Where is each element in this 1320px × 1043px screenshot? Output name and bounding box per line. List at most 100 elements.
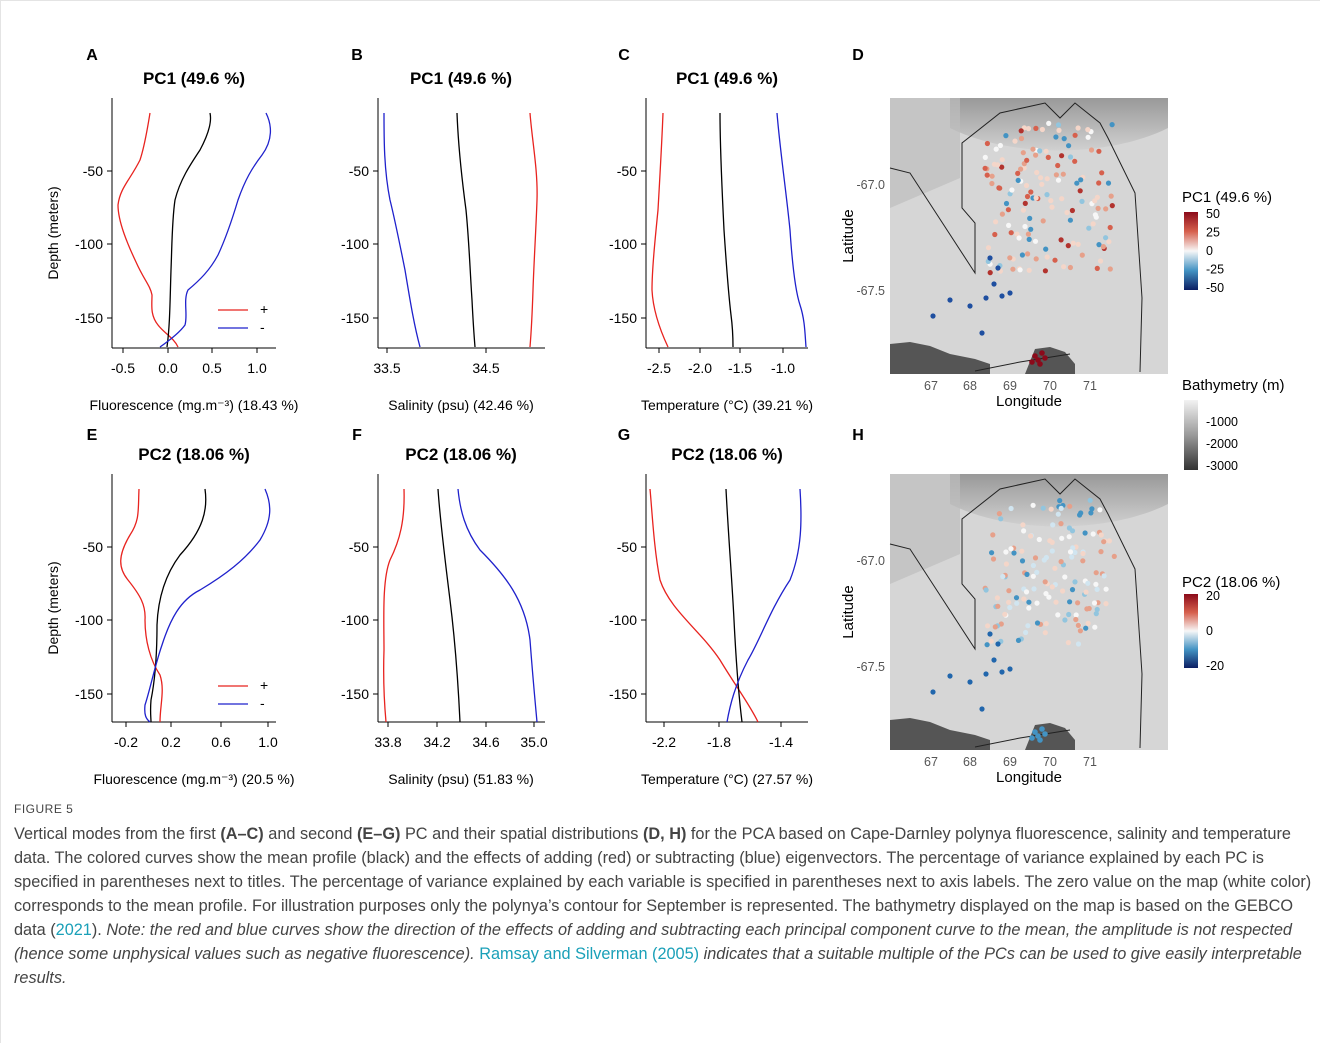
station-dot — [983, 671, 989, 677]
station-dot — [997, 142, 1004, 149]
station-dot — [1064, 209, 1070, 216]
y-tick-label: -150 — [75, 310, 103, 326]
panel-title: PC1 (49.6 %) — [143, 69, 245, 88]
panel-letter: F — [352, 427, 362, 444]
lon-tick-label: 70 — [1043, 379, 1057, 393]
station-dot — [1007, 255, 1013, 261]
station-dot — [1100, 244, 1106, 250]
station-dot — [1026, 267, 1032, 273]
caption-ref-link[interactable]: Ramsay and Silverman (2005) — [479, 945, 700, 963]
station-dot — [1087, 497, 1093, 503]
station-dot — [1111, 553, 1117, 560]
station-dot — [947, 297, 953, 303]
station-dot — [1096, 242, 1102, 248]
panel-letter: H — [852, 427, 864, 444]
station-dot — [985, 245, 992, 251]
top-border — [0, 0, 1320, 1]
lon-tick-label: 69 — [1003, 755, 1017, 769]
station-dot — [1018, 128, 1024, 134]
x-tick-label: -1.0 — [771, 360, 795, 376]
station-dot — [1036, 536, 1042, 543]
station-dot — [1046, 120, 1052, 126]
station-dot — [992, 231, 998, 238]
station-dot — [1048, 506, 1054, 512]
left-border — [0, 0, 1, 1043]
station-dot — [1034, 600, 1040, 606]
station-dot — [1023, 182, 1030, 189]
caption-part: ). — [91, 921, 107, 939]
map-y-label: Latitude — [840, 585, 857, 638]
caption-part: Vertical modes from the first — [14, 825, 221, 843]
map-panels: D -67.0 -67.5 67 68 69 70 71 Longitude Latitude PC… — [840, 47, 1285, 786]
bathymetry-tick-label: -2000 — [1206, 437, 1238, 451]
minus-curve — [144, 488, 271, 723]
station-dot — [1077, 628, 1083, 634]
station-dot — [1005, 207, 1012, 213]
panel-g: G PC2 (18.06 %) -50 -100 -150 -2.2 -1.8 -1.4 Tem… — [609, 427, 813, 787]
station-dot — [1057, 498, 1063, 504]
y-tick-label: -150 — [341, 686, 369, 702]
station-dot — [1069, 587, 1076, 593]
y-tick-label: -50 — [617, 163, 637, 179]
station-dot — [1025, 126, 1032, 132]
station-dot — [1098, 258, 1104, 264]
station-dot — [1093, 214, 1099, 220]
station-dot — [1097, 507, 1103, 513]
station-dot — [984, 642, 990, 648]
station-dot — [989, 180, 995, 187]
station-dot — [991, 281, 997, 287]
station-dot — [1027, 215, 1033, 221]
caption-ref-link[interactable]: 2021 — [55, 921, 92, 939]
station-dot — [995, 265, 1001, 271]
station-dot — [1070, 545, 1076, 551]
station-dot — [995, 162, 1001, 168]
station-dot — [1020, 522, 1026, 528]
x-tick-label: 0.2 — [161, 734, 181, 750]
legend-minus-label: - — [260, 695, 265, 711]
plus-curve — [651, 112, 669, 348]
mean-curve — [149, 488, 207, 723]
lat-tick-label: -67.0 — [857, 178, 886, 192]
station-dot — [967, 303, 973, 309]
station-dot — [1003, 200, 1010, 207]
station-dot — [996, 510, 1003, 517]
station-dot — [1038, 175, 1044, 181]
caption-part: PC and their spatial distributions — [400, 825, 643, 843]
station-dot — [1000, 573, 1006, 580]
station-dot — [1096, 148, 1102, 154]
station-dot — [1018, 166, 1024, 172]
y-tick-label: -100 — [75, 236, 103, 252]
y-tick-label: -150 — [75, 686, 103, 702]
polynya-contour — [889, 102, 1143, 373]
station-dot — [1067, 599, 1073, 605]
station-dot — [1008, 230, 1014, 236]
station-dot — [990, 532, 996, 538]
plus-curve — [649, 488, 759, 723]
station-dot — [1093, 581, 1099, 587]
station-dot — [1058, 521, 1064, 527]
station-dot — [987, 255, 993, 261]
station-dot — [1019, 252, 1025, 258]
mean-curve — [437, 488, 461, 723]
station-dot — [1085, 620, 1091, 627]
panel-e: E PC2 (18.06 %) -50 -100 -150 -0.2 0.2 0.6 1.0 Fl… — [45, 427, 295, 787]
station-dot — [1042, 630, 1048, 636]
mean-curve — [166, 112, 212, 348]
station-dot — [1002, 611, 1008, 617]
station-dot — [1025, 623, 1031, 629]
station-dot — [989, 173, 995, 179]
station-dot — [1085, 580, 1091, 586]
panel-letter: E — [87, 427, 98, 444]
minus-curve — [159, 112, 272, 348]
station-dot — [1059, 153, 1065, 159]
station-dot — [1072, 132, 1078, 138]
caption-bold: (A–C) — [220, 825, 264, 843]
station-dot — [1043, 621, 1049, 627]
station-dot — [1053, 172, 1059, 178]
plus-curve — [382, 488, 405, 723]
panel-letter: B — [351, 47, 363, 64]
station-dot — [1030, 573, 1036, 579]
colorbar-tick-label: -50 — [1206, 281, 1224, 295]
station-dot — [1058, 505, 1064, 511]
x-tick-label: 34.5 — [472, 360, 499, 376]
